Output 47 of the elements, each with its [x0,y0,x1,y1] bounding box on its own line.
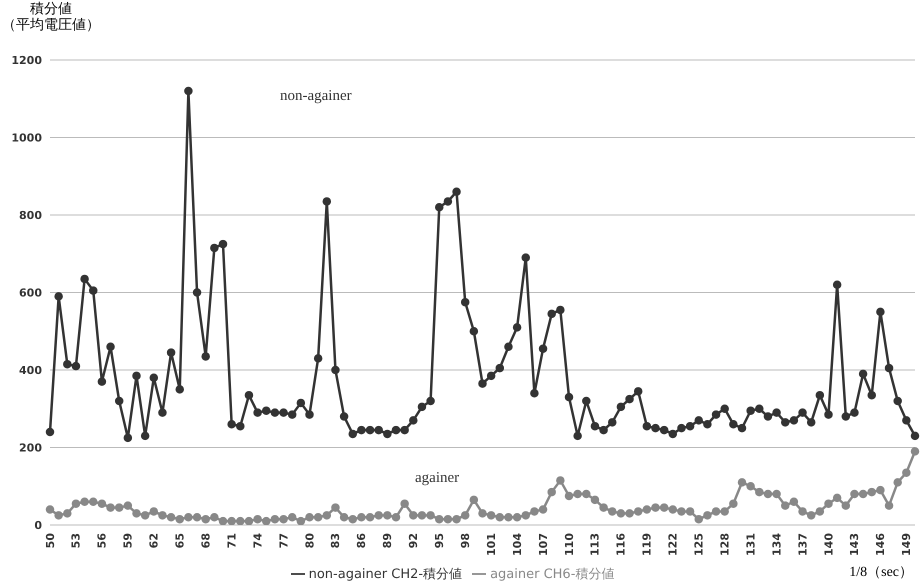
x-tick-label: 53 [70,533,83,548]
y-tick-label: 1000 [11,131,42,144]
y-tick-label: 200 [19,441,42,454]
annotation: non-againer [280,88,352,105]
x-tick-label: 95 [433,533,446,548]
x-tick-label: 110 [562,532,576,556]
x-tick-label: 74 [251,532,264,548]
x-tick-label: 122 [666,533,680,556]
x-tick-label: 113 [588,533,602,556]
x-tick-label: 65 [174,533,187,548]
y-tick-label: 400 [19,364,42,377]
x-tick-label: 131 [744,533,758,556]
x-tick-label: 89 [381,533,394,548]
x-tick-label: 68 [200,533,213,548]
x-tick-label: 116 [614,532,628,556]
x-tick-label: 137 [796,533,810,556]
x-tick-label: 149 [900,533,914,556]
legend-label: non-againer CH2-積分値 [308,567,462,582]
x-tick-label: 140 [822,532,836,556]
x-tick-label: 146 [874,532,888,556]
x-tick-label: 50 [44,532,57,548]
x-tick-label: 134 [770,532,784,556]
x-tick-label: 101 [484,533,498,556]
x-tick-label: 59 [122,533,135,548]
x-axis-title: 1/8（sec） [849,564,913,581]
x-tick-label: 80 [303,532,316,548]
x-tick-label: 104 [510,532,524,556]
x-tick-label: 62 [148,533,161,548]
y-tick-label: 800 [19,208,42,222]
legend-label: againer CH6-積分値 [490,567,614,582]
x-tick-label: 56 [96,532,109,548]
x-tick-label: 143 [848,533,862,556]
x-tick-label: 98 [459,533,472,548]
x-tick-label: 107 [536,533,550,556]
y-axis-title: 積分値（平均電圧値） [2,2,100,34]
x-tick-label: 77 [277,533,290,548]
x-tick-label: 119 [640,533,654,556]
x-tick-label: 128 [718,533,732,556]
x-tick-label: 71 [225,533,238,548]
y-tick-label: 1200 [11,54,42,67]
x-tick-label: 83 [329,533,342,548]
y-tick-label: 600 [19,286,42,300]
annotation: againer [415,470,460,487]
x-tick-label: 86 [355,532,368,548]
x-tick-label: 125 [692,533,706,556]
y-tick-label: 0 [34,518,42,532]
x-tick-label: 92 [407,533,420,548]
